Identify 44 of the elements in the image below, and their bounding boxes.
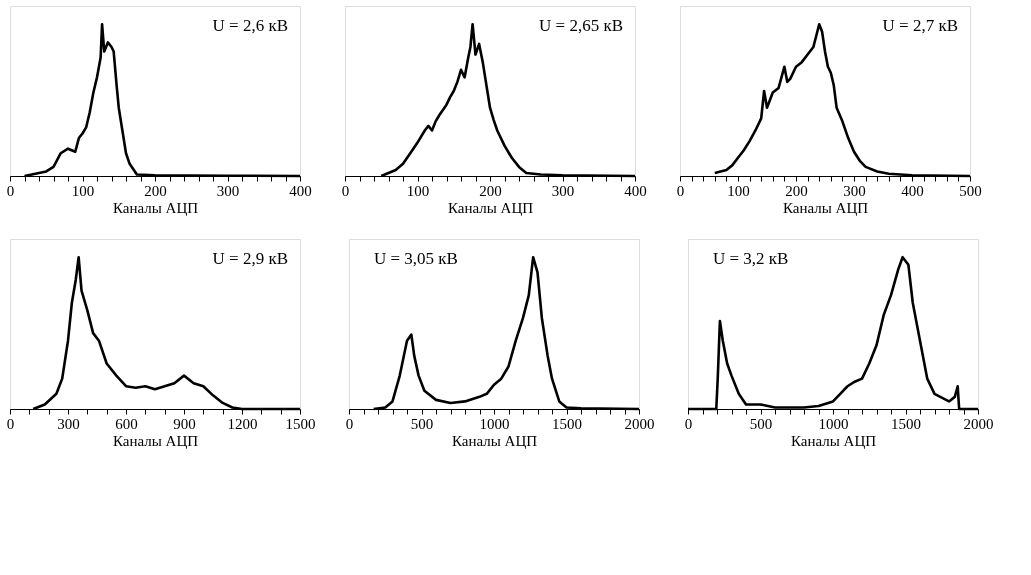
x-tick-label: 0 xyxy=(345,415,354,432)
x-tick-label: 100 xyxy=(727,182,750,199)
x-axis-title: Каналы АЦП xyxy=(447,199,534,216)
x-tick-label: 200 xyxy=(144,182,167,199)
x-tick-label: 400 xyxy=(624,182,647,199)
x-tick-label: 1500 xyxy=(552,415,582,432)
x-tick-label: 0 xyxy=(684,415,693,432)
x-axis-title: Каналы АЦП xyxy=(112,199,199,216)
x-tick-label: 0 xyxy=(341,182,350,199)
x-tick-label: 100 xyxy=(406,182,430,199)
x-tick-label: 300 xyxy=(216,182,240,199)
x-tick-label: 200 xyxy=(785,182,808,199)
x-tick-label: 500 xyxy=(410,415,434,432)
x-tick-label: 400 xyxy=(901,182,924,199)
x-tick-label: 200 xyxy=(479,182,502,199)
annotation: U = 2,9 кВ xyxy=(212,249,288,268)
x-tick-label: 0 xyxy=(6,415,15,432)
annotation: U = 2,65 кВ xyxy=(539,16,623,35)
x-tick-label: 900 xyxy=(173,415,196,432)
x-tick-label: 1000 xyxy=(479,415,510,432)
x-tick-label: 2000 xyxy=(624,415,655,432)
x-tick-label: 1000 xyxy=(818,415,849,432)
annotation: U = 3,2 кВ xyxy=(713,249,789,268)
annotation: U = 2,6 кВ xyxy=(212,16,288,35)
x-axis-title: Каналы АЦП xyxy=(451,432,538,449)
x-tick-label: 500 xyxy=(959,182,982,199)
x-tick-label: 500 xyxy=(749,415,773,432)
annotation: U = 3,05 кВ xyxy=(374,249,458,268)
x-tick-label: 400 xyxy=(289,182,312,199)
x-tick-label: 300 xyxy=(551,182,575,199)
x-tick-label: 300 xyxy=(843,182,866,199)
x-tick-label: 600 xyxy=(115,415,138,432)
x-tick-label: 1500 xyxy=(891,415,921,432)
annotation: U = 2,7 кВ xyxy=(882,16,958,35)
x-tick-label: 0 xyxy=(6,182,15,199)
x-tick-label: 300 xyxy=(57,415,80,432)
x-tick-label: 1200 xyxy=(227,415,258,432)
x-tick-label: 100 xyxy=(71,182,95,199)
x-axis-title: Каналы АЦП xyxy=(782,199,869,216)
x-tick-label: 2000 xyxy=(963,415,994,432)
x-axis-title: Каналы АЦП xyxy=(112,432,199,449)
x-tick-label: 1500 xyxy=(285,415,316,432)
x-axis-title: Каналы АЦП xyxy=(790,432,877,449)
x-tick-label: 0 xyxy=(676,182,685,199)
